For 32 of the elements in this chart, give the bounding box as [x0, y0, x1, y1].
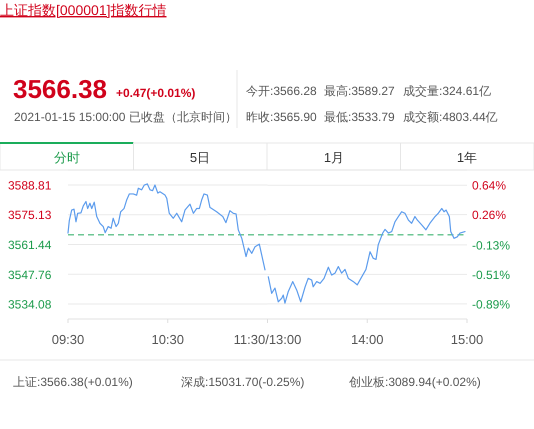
text: 创业板:3089.94(+0.02%) [349, 375, 481, 389]
x-tick-label: 15:00 [450, 332, 484, 347]
x-tick-label: 14:00 [350, 332, 384, 347]
text: 3566.38 [13, 74, 107, 104]
text: 1月 [324, 150, 344, 165]
text: 今开:3566.28 [246, 84, 318, 98]
y-tick-label: 3561.44 [8, 238, 52, 252]
y-tick-label: 3534.08 [8, 298, 52, 312]
y2-tick-label: 0.64% [472, 178, 506, 193]
text: 分时 [54, 150, 80, 165]
y-tick-label: 3588.81 [8, 178, 52, 192]
x-tick-label: 10:30 [151, 332, 184, 347]
text: 5日 [190, 150, 210, 165]
y2-tick-label: -0.89% [472, 297, 510, 312]
y-tick-label: 3575.13 [8, 208, 52, 222]
text: 上证:3566.38(+0.01%) [13, 375, 133, 389]
text: 深成:15031.70(-0.25%) [181, 375, 304, 389]
x-tick-label: 09:30 [52, 332, 84, 347]
text: 2021-01-15 15:00:00 已收盘（北京时间） [14, 110, 237, 124]
text: 成交额:4803.44亿 [403, 110, 498, 124]
y2-tick-label: 0.26% [472, 208, 506, 222]
text: 最高:3589.27 [324, 84, 396, 98]
text: 最低:3533.79 [324, 110, 396, 124]
text: 1年 [456, 150, 478, 165]
chart-title: 上证指数[000001]指数行情 [0, 2, 166, 18]
text: 昨收:3565.90 [246, 110, 318, 124]
x-tick-label: 11:30/13:00 [234, 332, 302, 347]
y2-tick-label: -0.13% [472, 238, 510, 252]
y2-tick-label: -0.51% [472, 268, 510, 282]
y-tick-label: 3547.76 [8, 268, 52, 282]
text: +0.47(+0.01%) [116, 86, 196, 100]
text: 成交量:324.61亿 [403, 84, 492, 98]
